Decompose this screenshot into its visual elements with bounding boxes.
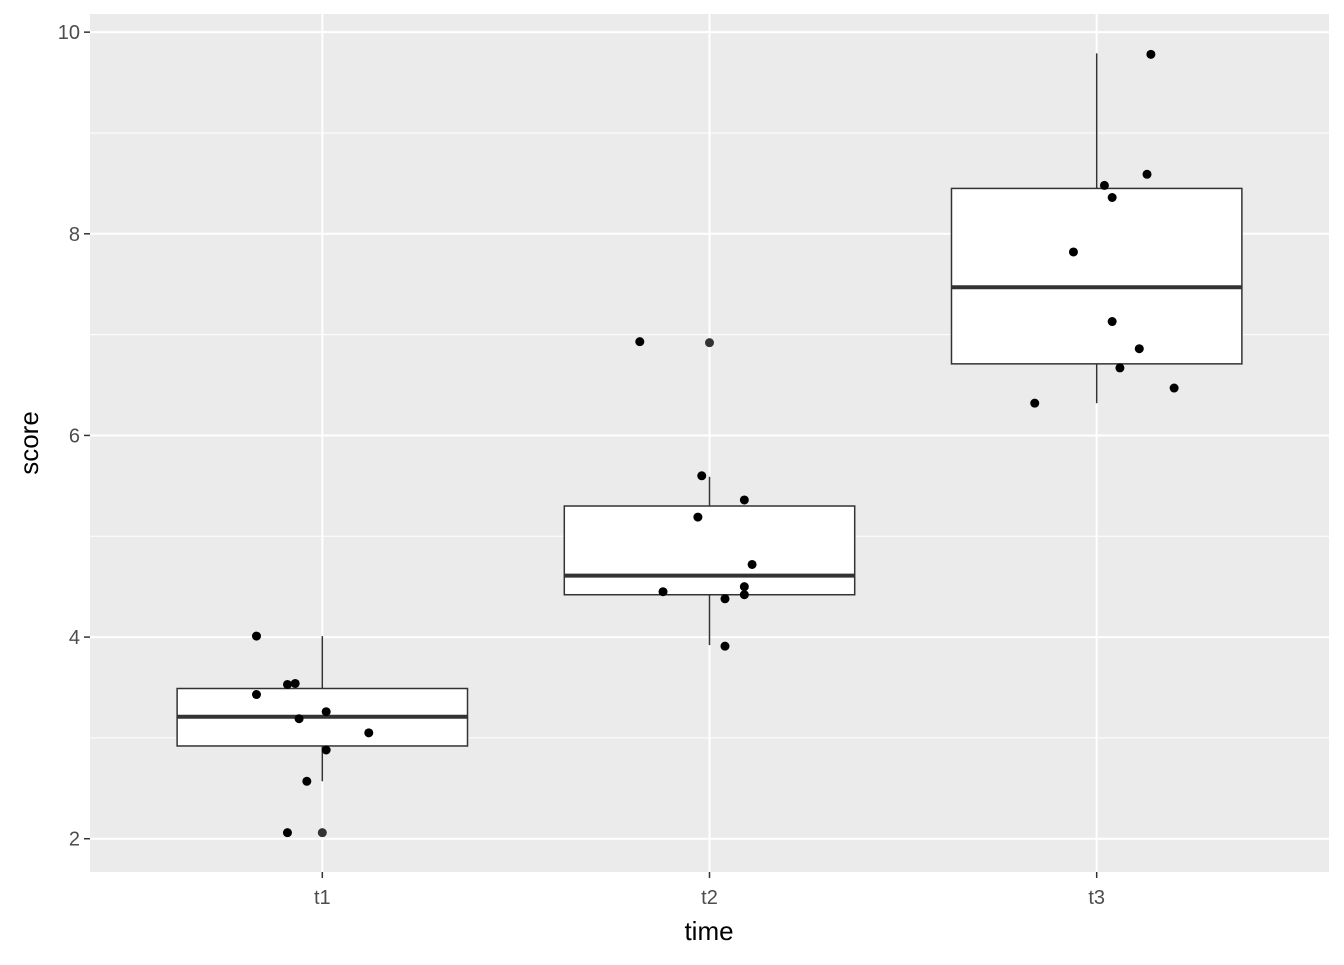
data-point: [747, 559, 757, 569]
x-axis-label: time: [684, 916, 733, 946]
data-point: [1169, 383, 1179, 393]
data-point: [282, 828, 292, 838]
data-point: [1107, 192, 1117, 202]
data-point: [1099, 180, 1109, 190]
data-point: [635, 337, 645, 347]
y-tick-label: 4: [69, 627, 80, 649]
data-point: [294, 714, 304, 724]
y-tick-label: 6: [69, 425, 80, 447]
data-point: [1107, 317, 1117, 327]
x-tick-label: t3: [1088, 887, 1105, 909]
y-tick-label: 10: [58, 22, 80, 44]
data-point: [1134, 344, 1144, 354]
data-point: [282, 679, 292, 689]
data-point: [1142, 169, 1152, 179]
boxes: [176, 53, 1243, 838]
data-point: [697, 471, 707, 481]
data-point: [1115, 363, 1125, 373]
x-tick-label: t1: [314, 887, 331, 909]
data-point: [290, 678, 300, 688]
data-point: [658, 587, 668, 597]
axes: 2 4 6 8 10 t1 t2 t3: [58, 22, 1105, 909]
box-t2: [563, 505, 856, 596]
data-point: [720, 594, 730, 604]
outlier-point: [705, 338, 714, 348]
data-point: [1030, 398, 1040, 408]
data-point: [1146, 49, 1156, 59]
box-t3: [950, 187, 1243, 365]
outlier-point: [317, 828, 327, 838]
data-point: [251, 690, 261, 700]
data-point: [693, 512, 703, 522]
data-point: [720, 641, 730, 651]
x-tick-label: t2: [701, 887, 718, 909]
data-point: [739, 495, 749, 505]
data-point: [321, 745, 331, 755]
jitter-points: [251, 49, 1179, 838]
data-point: [302, 776, 312, 786]
data-point: [739, 590, 749, 600]
y-tick-label: 8: [69, 224, 80, 246]
y-axis-label: score: [14, 411, 44, 475]
data-point: [739, 582, 749, 592]
y-tick-label: 2: [69, 829, 80, 851]
data-point: [1068, 247, 1078, 257]
data-point: [321, 707, 331, 717]
data-point: [364, 728, 374, 738]
data-point: [251, 631, 261, 641]
